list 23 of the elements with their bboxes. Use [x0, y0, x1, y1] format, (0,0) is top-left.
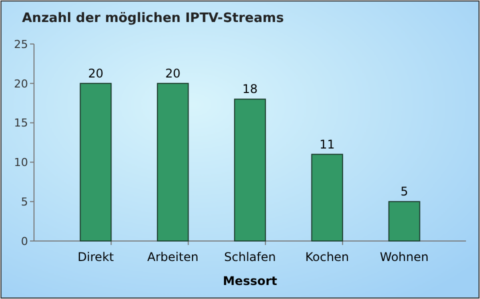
chart-title: Anzahl der möglichen IPTV-Streams: [22, 11, 284, 26]
bar: [388, 201, 420, 242]
y-tick-label: 25: [14, 38, 28, 51]
bar: [311, 154, 344, 242]
data-label: 11: [320, 137, 335, 152]
x-axis-title: Messort: [222, 274, 278, 288]
x-tick-label: Direkt: [78, 250, 114, 264]
data-label: 20: [88, 66, 104, 80]
data-label: 20: [165, 66, 180, 80]
x-tick-label: Schlafen: [224, 250, 276, 264]
y-tick-label: 0: [21, 234, 28, 248]
x-tick-label: Wohnen: [380, 250, 429, 264]
bar: [234, 98, 266, 242]
y-tick-label: 15: [14, 116, 28, 130]
x-tick-label: Kochen: [305, 250, 350, 264]
data-label: 5: [400, 184, 408, 199]
bar: [80, 82, 112, 242]
data-label: 18: [242, 82, 258, 96]
bar: [156, 82, 189, 242]
y-tick-label: 5: [21, 195, 28, 208]
y-tick-label: 10: [14, 156, 28, 170]
y-tick-label: 20: [14, 77, 28, 90]
x-tick-label: Arbeiten: [147, 250, 198, 264]
